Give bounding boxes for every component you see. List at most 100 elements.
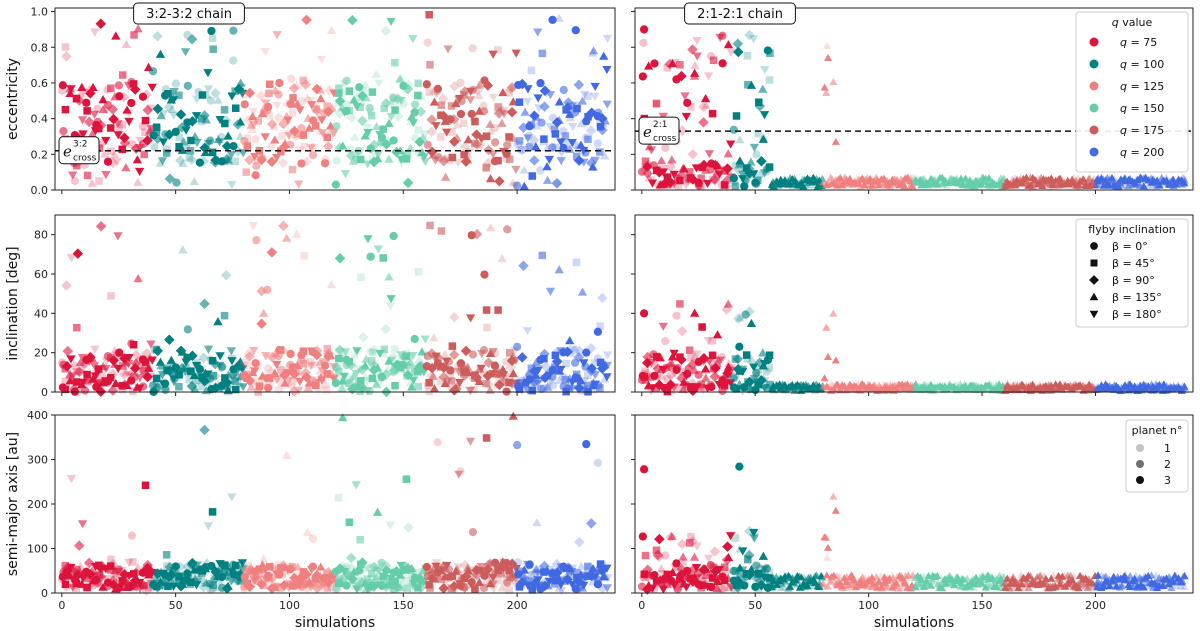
data-point <box>138 92 148 101</box>
data-point <box>1026 572 1035 580</box>
data-point <box>600 116 610 125</box>
data-point <box>505 88 513 97</box>
data-point <box>655 353 665 362</box>
data-point <box>731 567 740 575</box>
data-point <box>480 270 489 279</box>
data-point <box>687 148 699 160</box>
data-point <box>448 349 460 361</box>
data-point <box>847 571 856 579</box>
data-point <box>106 373 115 382</box>
data-point <box>403 584 411 592</box>
data-point <box>414 382 422 391</box>
data-point <box>459 582 471 593</box>
data-point <box>701 570 711 579</box>
data-point <box>335 89 343 97</box>
data-point <box>590 82 600 92</box>
data-point <box>90 28 100 37</box>
data-point <box>74 366 85 377</box>
data-point <box>1110 175 1119 183</box>
data-point <box>61 385 70 394</box>
data-point <box>425 88 434 96</box>
panel-frame <box>634 7 1194 191</box>
data-point <box>129 84 141 95</box>
data-point <box>187 578 195 586</box>
data-point <box>130 567 142 579</box>
data-point <box>83 376 92 385</box>
data-point <box>545 122 555 132</box>
data-point <box>933 571 942 579</box>
y-tick-label: 0.0 <box>31 184 49 197</box>
data-point <box>642 168 653 179</box>
data-point <box>672 365 681 374</box>
data-point <box>497 118 507 127</box>
data-point <box>311 122 320 130</box>
data-point <box>654 533 665 545</box>
data-point <box>178 137 189 146</box>
data-point <box>803 582 812 590</box>
data-point <box>299 131 308 139</box>
crossing-label-main: e <box>643 123 652 141</box>
data-point <box>551 351 560 360</box>
data-point <box>186 154 197 165</box>
data-point <box>242 168 251 176</box>
data-point <box>345 379 353 387</box>
data-point <box>551 130 560 138</box>
legend-beta-label: β = 135° <box>1112 291 1162 304</box>
data-point <box>440 153 450 162</box>
data-point <box>663 375 672 383</box>
data-point <box>488 150 498 159</box>
legend-planet: planet n° 1 2 3 <box>1125 419 1189 493</box>
data-point <box>573 375 581 383</box>
y-tick-label: 0 <box>41 386 48 399</box>
data-point <box>242 370 251 378</box>
data-point <box>482 570 490 579</box>
data-point <box>1167 583 1176 591</box>
data-point <box>367 569 376 578</box>
data-point <box>687 44 698 55</box>
panel-frame <box>634 214 1194 393</box>
data-point <box>505 566 513 575</box>
data-point <box>704 150 715 159</box>
legend-q-marker <box>1089 125 1099 135</box>
data-point <box>345 106 353 115</box>
data-point <box>301 14 312 26</box>
data-point <box>284 376 294 385</box>
data-point <box>275 78 284 88</box>
data-point <box>366 252 375 261</box>
data-point <box>826 577 835 585</box>
data-point <box>89 110 100 119</box>
data-point <box>280 378 290 387</box>
data-point <box>554 115 564 124</box>
data-point <box>522 327 533 336</box>
data-point <box>66 85 76 94</box>
data-point <box>819 579 828 587</box>
data-point <box>665 161 677 172</box>
crossing-label-box <box>58 136 100 165</box>
data-point <box>433 438 442 447</box>
data-point <box>58 81 67 90</box>
data-point <box>453 563 463 572</box>
data-point <box>209 372 217 380</box>
data-point <box>249 346 259 356</box>
data-point <box>385 100 396 109</box>
data-point <box>1105 581 1114 589</box>
data-point <box>652 384 661 392</box>
data-point <box>331 378 340 388</box>
data-point <box>155 357 166 366</box>
data-point <box>272 360 282 370</box>
data-point <box>438 155 449 167</box>
data-point <box>674 383 683 392</box>
data-point <box>599 572 609 581</box>
data-point <box>426 221 434 230</box>
data-point <box>663 383 672 392</box>
legend-beta-marker <box>1089 275 1099 285</box>
data-point <box>407 382 417 391</box>
data-point <box>663 180 672 189</box>
data-point <box>77 82 87 91</box>
data-point <box>452 133 462 142</box>
data-point <box>443 45 453 54</box>
data-point <box>488 347 498 357</box>
data-point <box>704 357 715 366</box>
data-point <box>135 374 145 383</box>
